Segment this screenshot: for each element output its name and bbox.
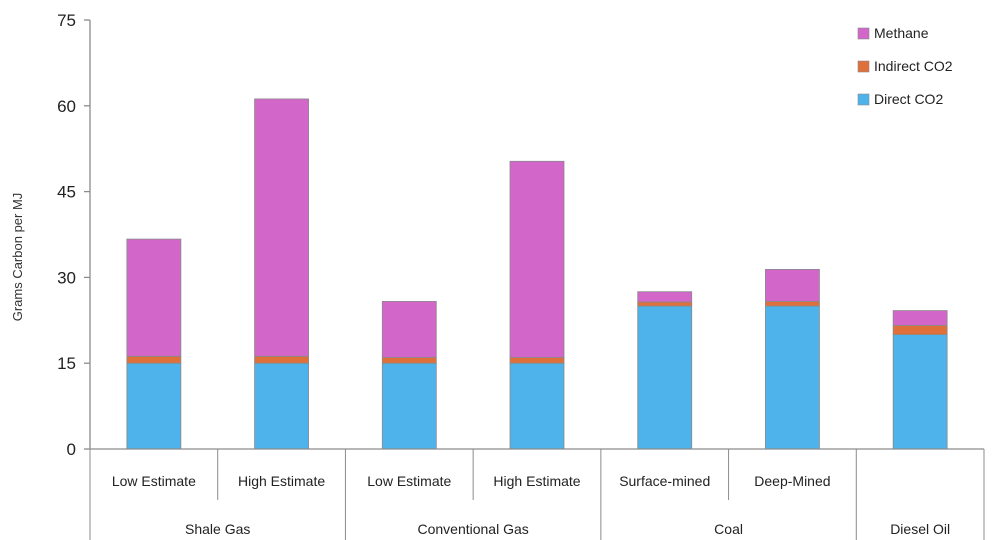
bar-segment-methane xyxy=(637,291,693,303)
bar-segment-indirect-co2 xyxy=(126,355,182,364)
legend-swatch xyxy=(857,60,870,73)
bar-segment-indirect-co2 xyxy=(892,325,948,335)
legend-label: Indirect CO2 xyxy=(874,58,953,74)
category-label: Surface-mined xyxy=(619,473,710,489)
y-tick-label: 45 xyxy=(57,183,76,202)
category-label: High Estimate xyxy=(238,473,325,489)
bar-segment-indirect-co2 xyxy=(637,301,693,307)
legend-swatch xyxy=(857,27,870,40)
y-tick-label: 0 xyxy=(67,440,76,459)
bar-segment-methane xyxy=(765,268,820,302)
bar-segment-indirect-co2 xyxy=(765,301,820,307)
bar-segment-direct-co2 xyxy=(892,334,948,450)
y-axis: 0 15 30 45 60 75 xyxy=(57,11,91,459)
category-label: Low Estimate xyxy=(367,473,451,489)
bar-segment-methane xyxy=(892,310,948,326)
category-label: High Estimate xyxy=(493,473,580,489)
y-tick-label: 60 xyxy=(57,97,76,116)
category-label: Low Estimate xyxy=(112,473,196,489)
bar-segment-direct-co2 xyxy=(254,362,309,450)
bar-segment-direct-co2 xyxy=(381,362,437,450)
group-label: Shale Gas xyxy=(185,521,250,537)
bar-segment-direct-co2 xyxy=(126,362,182,450)
y-tick-label: 30 xyxy=(57,268,76,287)
group-label: Diesel Oil xyxy=(890,521,950,537)
legend-label: Methane xyxy=(874,25,929,41)
bar-segment-indirect-co2 xyxy=(509,357,565,364)
bar-segment-methane xyxy=(126,238,182,357)
bar-segment-methane xyxy=(381,301,437,358)
legend-label: Direct CO2 xyxy=(874,91,943,107)
legend: Methane Indirect CO2 Direct CO2 xyxy=(857,25,953,107)
bar-segment-methane xyxy=(254,98,309,357)
bar-segment-methane xyxy=(509,160,565,358)
y-axis-title: Grams Carbon per MJ xyxy=(10,193,25,322)
y-tick-label: 15 xyxy=(57,354,76,373)
legend-swatch xyxy=(857,93,870,106)
bar-segment-indirect-co2 xyxy=(381,357,437,364)
group-label: Conventional Gas xyxy=(417,521,528,537)
y-tick-label: 75 xyxy=(57,11,76,30)
category-label: Deep-Mined xyxy=(754,473,830,489)
bar-segment-indirect-co2 xyxy=(254,355,309,364)
x-axis: Low Estimate High Estimate Low Estimate Hig… xyxy=(89,448,985,540)
bars xyxy=(126,98,948,450)
group-label: Coal xyxy=(714,521,743,537)
bar-segment-direct-co2 xyxy=(637,305,693,450)
bar-segment-direct-co2 xyxy=(765,305,820,450)
bar-segment-direct-co2 xyxy=(509,362,565,450)
